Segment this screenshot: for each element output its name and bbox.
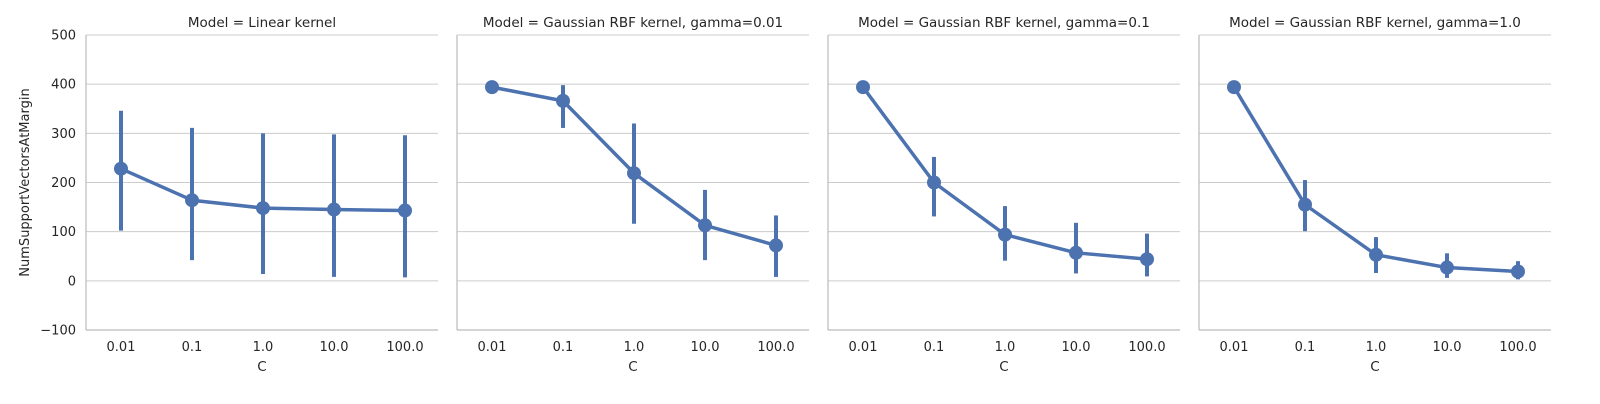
x-tick-label-0-0: 0.01 — [107, 340, 136, 355]
x-tick-label-3-1: 0.1 — [1295, 340, 1316, 355]
x-tick-label-2-2: 1.0 — [995, 340, 1016, 355]
data-point-1-3 — [698, 218, 712, 233]
data-point-1-1 — [556, 93, 570, 108]
data-point-0-3 — [327, 202, 341, 217]
data-point-2-3 — [1069, 245, 1083, 260]
y-tick-label-3: 200 — [51, 176, 76, 191]
data-point-1-2 — [627, 166, 641, 181]
x-axis-label-0: C — [257, 359, 266, 375]
data-point-0-0 — [114, 161, 128, 176]
data-point-3-4 — [1511, 264, 1525, 279]
x-tick-label-3-0: 0.01 — [1220, 340, 1249, 355]
data-point-2-4 — [1140, 252, 1154, 267]
panel-title-3: Model = Gaussian RBF kernel, gamma=1.0 — [1229, 15, 1521, 31]
y-tick-label-5: 400 — [51, 78, 76, 93]
data-point-2-1 — [927, 175, 941, 190]
x-tick-label-1-2: 1.0 — [624, 340, 645, 355]
y-tick-label-1: 0 — [68, 274, 76, 289]
data-point-2-0 — [856, 80, 870, 95]
data-point-3-1 — [1298, 197, 1312, 212]
panel-title-2: Model = Gaussian RBF kernel, gamma=0.1 — [858, 15, 1150, 31]
x-tick-label-2-0: 0.01 — [849, 340, 878, 355]
x-tick-label-2-1: 0.1 — [924, 340, 945, 355]
x-tick-label-3-3: 10.0 — [1433, 340, 1462, 355]
x-axis-label-2: C — [999, 359, 1008, 375]
x-tick-label-2-3: 10.0 — [1062, 340, 1091, 355]
x-tick-label-0-1: 0.1 — [182, 340, 203, 355]
panel-title-1: Model = Gaussian RBF kernel, gamma=0.01 — [483, 15, 783, 31]
y-tick-label-6: 500 — [51, 29, 76, 44]
y-tick-label-0: −100 — [40, 324, 76, 339]
data-point-1-4 — [769, 238, 783, 253]
x-axis-label-3: C — [1370, 359, 1379, 375]
x-tick-label-2-4: 100.0 — [1128, 340, 1165, 355]
x-tick-label-0-2: 1.0 — [253, 340, 274, 355]
data-point-0-2 — [256, 201, 270, 216]
x-axis-label-1: C — [628, 359, 637, 375]
data-point-3-2 — [1369, 247, 1383, 262]
data-point-0-4 — [398, 203, 412, 218]
data-point-2-2 — [998, 227, 1012, 242]
data-point-1-0 — [485, 80, 499, 95]
data-point-0-1 — [185, 193, 199, 208]
data-point-3-3 — [1440, 260, 1454, 275]
x-tick-label-0-3: 10.0 — [320, 340, 349, 355]
y-axis-label: NumSupportVectorsAtMargin — [18, 88, 33, 276]
x-tick-label-0-4: 100.0 — [386, 340, 423, 355]
data-point-3-0 — [1227, 80, 1241, 95]
x-tick-label-1-1: 0.1 — [553, 340, 574, 355]
panel-title-0: Model = Linear kernel — [188, 15, 336, 31]
x-tick-label-1-3: 10.0 — [691, 340, 720, 355]
x-tick-label-3-4: 100.0 — [1499, 340, 1536, 355]
x-tick-label-3-2: 1.0 — [1366, 340, 1387, 355]
x-tick-label-1-4: 100.0 — [757, 340, 794, 355]
x-tick-label-1-0: 0.01 — [478, 340, 507, 355]
y-tick-label-4: 300 — [51, 127, 76, 142]
y-tick-label-2: 100 — [51, 225, 76, 240]
